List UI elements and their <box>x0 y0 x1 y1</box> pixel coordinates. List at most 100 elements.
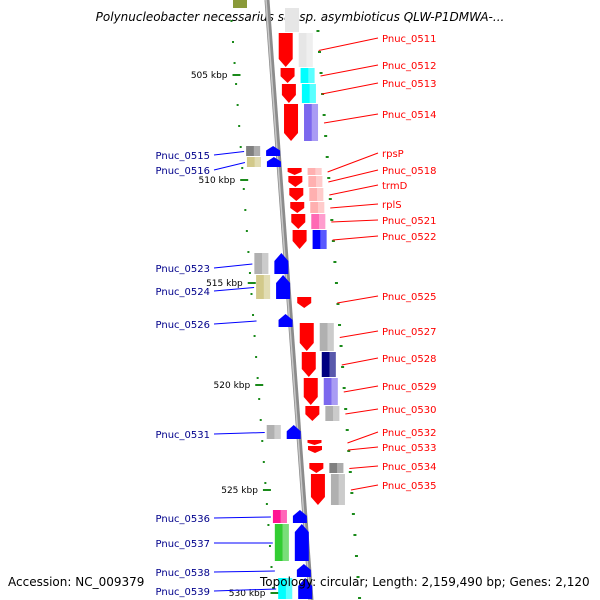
cog-category-box <box>307 168 322 175</box>
cog-category-box <box>274 524 289 561</box>
label-leader-line <box>329 184 379 196</box>
tick-mark <box>345 429 349 431</box>
cog-box-shade <box>262 253 269 274</box>
label-leader-line <box>321 82 379 95</box>
tick-mark <box>336 303 340 305</box>
tick-mark <box>268 545 271 547</box>
cog-box-shade <box>254 157 261 167</box>
forward-gene-label: Pnuc_0525 <box>382 292 436 303</box>
label-leader-line <box>213 320 257 325</box>
tick-mark <box>262 461 265 463</box>
reverse-gene-label: Pnuc_0523 <box>156 264 210 275</box>
reverse-gene-label: Pnuc_0539 <box>156 587 210 598</box>
gene-tracks <box>233 0 345 599</box>
tick-mark <box>245 230 248 232</box>
forward-gene-arrow <box>301 352 316 377</box>
cog-category-box <box>308 176 323 187</box>
tick-mark <box>318 51 322 53</box>
tick-mark <box>333 261 337 263</box>
forward-gene-arrow <box>289 188 304 201</box>
tick-mark <box>264 482 267 484</box>
cog-box-shade <box>333 406 340 421</box>
tick-mark <box>238 125 241 127</box>
cog-box-shade <box>263 275 271 299</box>
tick-mark <box>344 408 348 410</box>
cog-category-box <box>312 230 327 249</box>
forward-gene-arrow <box>288 176 303 187</box>
cog-box-shade <box>282 524 289 561</box>
tick-mark <box>351 513 355 515</box>
forward-gene-arrow <box>287 168 302 175</box>
topology-summary: Topology: circular; Length: 2,159,490 bp… <box>260 575 590 589</box>
reverse-gene-label: Pnuc_0516 <box>156 166 210 177</box>
tick-mark <box>236 104 239 106</box>
tick-mark <box>244 209 247 211</box>
label-leader-line <box>332 235 379 241</box>
tick-mark <box>270 566 273 568</box>
label-leader-line <box>347 446 379 451</box>
cog-box-shade <box>253 146 261 156</box>
cog-category-box <box>319 323 334 351</box>
forward-gene-arrow <box>299 323 314 351</box>
tick-mark <box>328 198 332 200</box>
label-leader-line <box>341 357 379 366</box>
reverse-gene-arrow <box>266 146 281 156</box>
cog-box-shade <box>316 176 323 187</box>
forward-gene-label: Pnuc_0513 <box>382 79 436 90</box>
label-leader-line <box>350 484 379 491</box>
cog-category-box <box>304 104 319 141</box>
tick-mark <box>247 251 250 253</box>
tick-mark <box>250 293 253 295</box>
reverse-gene-label: Pnuc_0536 <box>156 514 210 525</box>
tick-mark <box>265 503 268 505</box>
reverse-gene-arrow <box>266 157 281 167</box>
forward-gene-arrow <box>281 84 296 103</box>
label-leader-line <box>213 432 265 435</box>
label-leader-line <box>328 169 379 183</box>
reverse-gene-arrow <box>296 564 311 577</box>
tick-mark <box>338 324 342 326</box>
tick-mark <box>341 366 345 368</box>
cog-category-box <box>278 578 293 599</box>
label-leader-line <box>330 203 379 209</box>
tick-mark <box>259 419 262 421</box>
tick-mark <box>272 587 275 589</box>
label-leader-line <box>213 516 271 519</box>
backbone-line <box>264 0 314 600</box>
tick-mark <box>233 62 236 64</box>
label-leader-line <box>318 37 379 51</box>
cog-box-shade <box>306 33 313 67</box>
tick-mark <box>325 156 329 158</box>
cog-category-box <box>254 253 269 274</box>
forward-gene-label: trmD <box>382 181 408 192</box>
forward-gene-arrow <box>307 440 322 445</box>
scale-label: 510 kbp <box>199 176 236 186</box>
cog-category-box <box>246 157 261 167</box>
cog-category-box <box>321 352 336 377</box>
tick-mark <box>252 314 255 316</box>
reverse-gene-label: Pnuc_0524 <box>156 287 210 298</box>
tick-mark <box>261 440 264 442</box>
reverse-gene-arrow <box>292 510 307 523</box>
label-leader-line <box>213 588 277 592</box>
cog-box-shade <box>329 352 336 377</box>
reverse-gene-label: Pnuc_0526 <box>156 320 210 331</box>
tick-mark <box>241 167 244 169</box>
forward-gene-label: Pnuc_0532 <box>382 428 436 439</box>
cog-category-box <box>310 202 325 213</box>
cog-category-box <box>301 84 316 103</box>
forward-gene-label: rpsP <box>382 149 404 160</box>
reverse-gene-label: Pnuc_0537 <box>156 539 210 550</box>
cog-category-box <box>256 275 271 299</box>
forward-gene-label: Pnuc_0533 <box>382 443 436 454</box>
cog-category-box <box>329 463 344 473</box>
cog-category-box <box>233 0 247 8</box>
tick-mark <box>347 450 351 452</box>
tick-mark <box>356 576 360 578</box>
forward-gene-arrow <box>284 104 299 141</box>
reverse-gene-arrow <box>294 524 309 561</box>
forward-gene-arrow <box>278 33 293 67</box>
tick-mark <box>248 272 251 274</box>
label-leader-line <box>327 152 379 173</box>
label-leader-line <box>343 385 379 393</box>
